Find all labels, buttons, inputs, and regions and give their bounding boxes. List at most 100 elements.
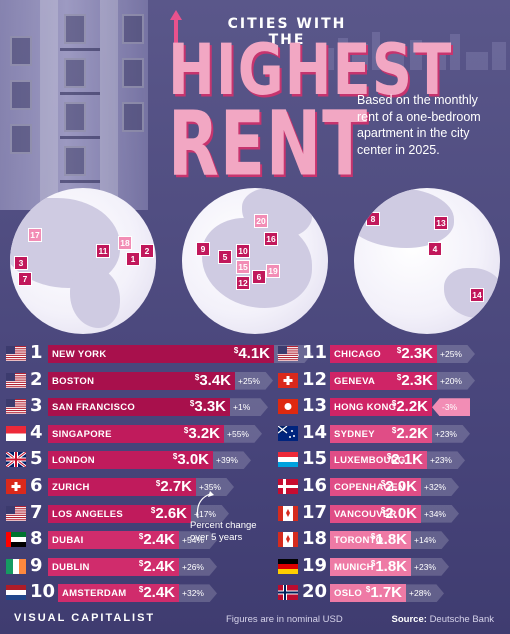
value-label: $2.7K	[155, 478, 192, 495]
city-label: DUBAI	[52, 535, 84, 547]
rank-label: 20	[302, 581, 328, 603]
flag-icon	[278, 585, 298, 601]
city-label: SAN FRANCISCO	[52, 402, 136, 414]
percent-change-note: Percent change over 5 years	[190, 520, 257, 543]
flag-icon	[278, 505, 298, 521]
bar-row: 14 SYDNEY $2.2K +23%	[278, 422, 504, 445]
flag-icon	[6, 505, 26, 521]
map-pin: 6	[252, 270, 266, 284]
map-pin: 10	[236, 244, 250, 258]
bar	[330, 531, 411, 550]
change-badge: +28%	[406, 584, 444, 603]
bar	[48, 345, 274, 363]
bar	[48, 531, 179, 550]
rank-label: 11	[302, 342, 328, 363]
change-badge: +54%	[179, 531, 217, 550]
map-pin: 8	[366, 212, 380, 226]
change-badge: +1%	[230, 398, 268, 417]
title-small: CITIES WITH THE	[227, 16, 347, 48]
city-label: COPENHAGEN	[334, 482, 406, 493]
rank-label: 17	[302, 501, 328, 523]
city-label: NEW YORK	[52, 349, 107, 360]
value-label: $1.8K	[370, 531, 407, 549]
arrow-up-icon	[170, 10, 182, 68]
rank-label: 6	[30, 475, 43, 496]
bar	[48, 371, 235, 390]
value-label: $2.4K	[138, 531, 175, 549]
bar-row: 20 OSLO $1.7K +28%	[278, 581, 504, 604]
change-badge: +55%	[224, 424, 262, 443]
city-label: LOS ANGELES	[52, 508, 124, 520]
map-pin: 20	[254, 214, 268, 228]
bar	[48, 451, 213, 470]
building-illustration	[0, 0, 148, 210]
rank-label: 7	[30, 501, 43, 523]
change-badge: +20%	[437, 371, 475, 390]
bar-row: 5 LONDON $3.0K +39%	[6, 448, 278, 471]
bar-row: 7 LOS ANGELES $2.6K +17%	[6, 501, 278, 525]
map-pin: 12	[236, 276, 250, 290]
source-value: Deutsche Bank	[429, 614, 494, 625]
change-badge: +14%	[411, 531, 449, 550]
city-label: AMSTERDAM	[62, 588, 127, 600]
rank-label: 13	[302, 395, 328, 417]
map-pin: 4	[428, 242, 442, 256]
flag-icon	[278, 479, 298, 494]
rank-label: 8	[30, 528, 43, 550]
bar-row: 2 BOSTON $3.4K +25%	[6, 369, 278, 392]
map-pin: 19	[266, 264, 280, 278]
bar-row: 13 HONG KONG $2.2K -3%	[278, 395, 504, 418]
value-label: $2.4K	[138, 557, 175, 575]
value-label: $3.2K	[183, 424, 220, 442]
bar	[330, 478, 421, 496]
flag-icon	[6, 452, 26, 468]
change-badge: +39%	[213, 451, 251, 470]
bar	[48, 424, 224, 443]
flag-icon	[278, 532, 298, 548]
skyline-illustration	[320, 30, 510, 70]
map-pin: 3	[14, 256, 28, 270]
flag-icon	[6, 532, 26, 548]
footer-source: Source: Deutsche Bank	[392, 614, 494, 625]
value-label: $4.1K	[233, 345, 270, 362]
change-badge: +34%	[421, 504, 459, 523]
rank-label: 15	[302, 448, 328, 470]
bar	[330, 371, 437, 390]
map-pin: 7	[18, 272, 32, 286]
map-pin: 2	[140, 244, 154, 258]
city-label: MUNICH	[334, 561, 374, 573]
city-label: DUBLIN	[52, 561, 90, 573]
value-label: $1.8K	[370, 557, 407, 575]
rank-label: 10	[30, 581, 56, 603]
bar-row: 19 MUNICH $1.8K +23%	[278, 554, 504, 578]
flag-icon	[278, 372, 298, 388]
value-label: $2.0K	[380, 504, 417, 522]
map-pin: 11	[96, 244, 110, 258]
map-pin: 16	[264, 232, 278, 246]
bar-row: 16 COPENHAGEN $2.0K +32%	[278, 475, 504, 498]
city-label: SYDNEY	[334, 428, 375, 440]
change-badge: +17%	[191, 504, 229, 523]
map-pin: 1	[126, 252, 140, 266]
rank-label: 1	[30, 342, 43, 363]
change-badge: +25%	[437, 345, 475, 363]
value-label: $2.3K	[396, 345, 433, 362]
flag-icon	[278, 558, 298, 574]
city-label: HONG KONG	[334, 402, 397, 414]
flag-icon	[6, 346, 26, 361]
globe-asia-pacific: 8 13 4 14	[354, 188, 500, 334]
change-badge: +23%	[432, 424, 470, 443]
value-label: $2.6K	[150, 504, 187, 522]
globe-north-america: 17 3 7 11 18 1 2	[10, 188, 156, 334]
city-label: ZURICH	[52, 482, 90, 493]
bar	[330, 398, 432, 417]
flag-icon	[6, 479, 26, 494]
flag-icon	[6, 399, 26, 415]
city-label: LONDON	[52, 455, 95, 467]
bar	[48, 398, 230, 417]
bar-row: 9 DUBLIN $2.4K +26%	[6, 555, 278, 578]
change-badge: +26%	[179, 557, 217, 576]
city-label: VANCOUVER	[334, 508, 397, 520]
bar-row: 3 SAN FRANCISCO $3.3K +1%	[6, 395, 278, 418]
rank-label: 19	[302, 554, 328, 576]
